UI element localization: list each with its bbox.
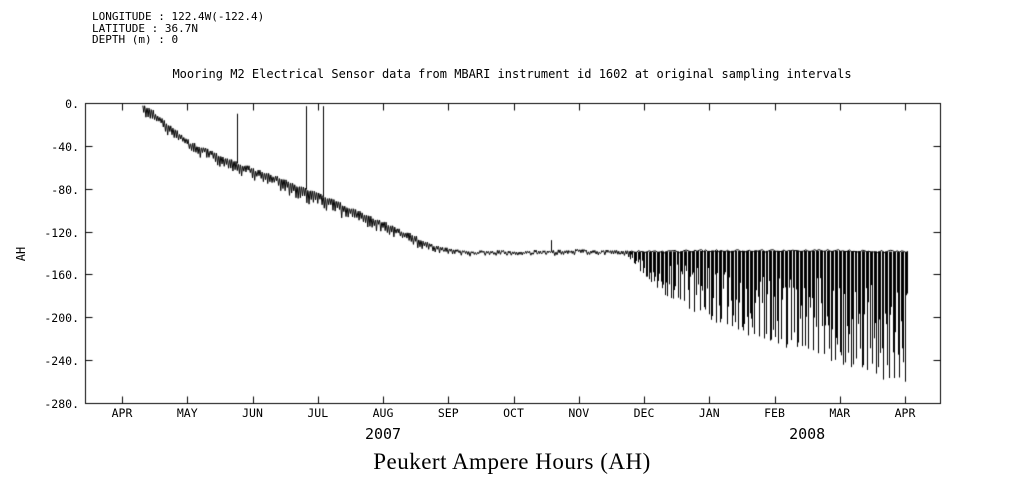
- x-tick-label-apr-12: APR: [894, 406, 916, 420]
- x-tick-label-may-1: MAY: [176, 406, 198, 420]
- x-tick-label-feb-10: FEB: [764, 406, 785, 420]
- x-tick-label-jul-3: JUL: [307, 406, 329, 420]
- x-tick-label-dec-8: DEC: [633, 406, 655, 420]
- bottom-title: Peukert Ampere Hours (AH): [373, 449, 651, 474]
- x-tick-label-apr-0: APR: [111, 406, 133, 420]
- x-tick-label-nov-7: NOV: [568, 406, 590, 420]
- year-label-2008: 2008: [789, 425, 826, 443]
- x-tick-label-oct-6: OCT: [503, 406, 524, 420]
- x-tick-label-sep-5: SEP: [437, 406, 459, 420]
- y-tick-label-6: -240.: [44, 354, 79, 369]
- x-tick-label-jan-9: JAN: [698, 406, 720, 420]
- year-label-2007: 2007: [364, 425, 402, 443]
- y-tick-label-0: 0.: [65, 97, 79, 111]
- y-tick-label-7: -280.: [44, 397, 79, 411]
- x-tick-label-mar-11: MAR: [829, 406, 851, 420]
- y-tick-label-3: -120.: [44, 225, 79, 240]
- y-tick-label-1: -40.: [51, 139, 79, 154]
- y-tick-label-4: -160.: [44, 268, 79, 283]
- x-tick-label-jun-2: JUN: [242, 406, 263, 420]
- y-tick-label-5: -200.: [44, 311, 79, 326]
- x-tick-label-aug-4: AUG: [372, 406, 394, 420]
- y-tick-label-2: -80.: [51, 182, 79, 197]
